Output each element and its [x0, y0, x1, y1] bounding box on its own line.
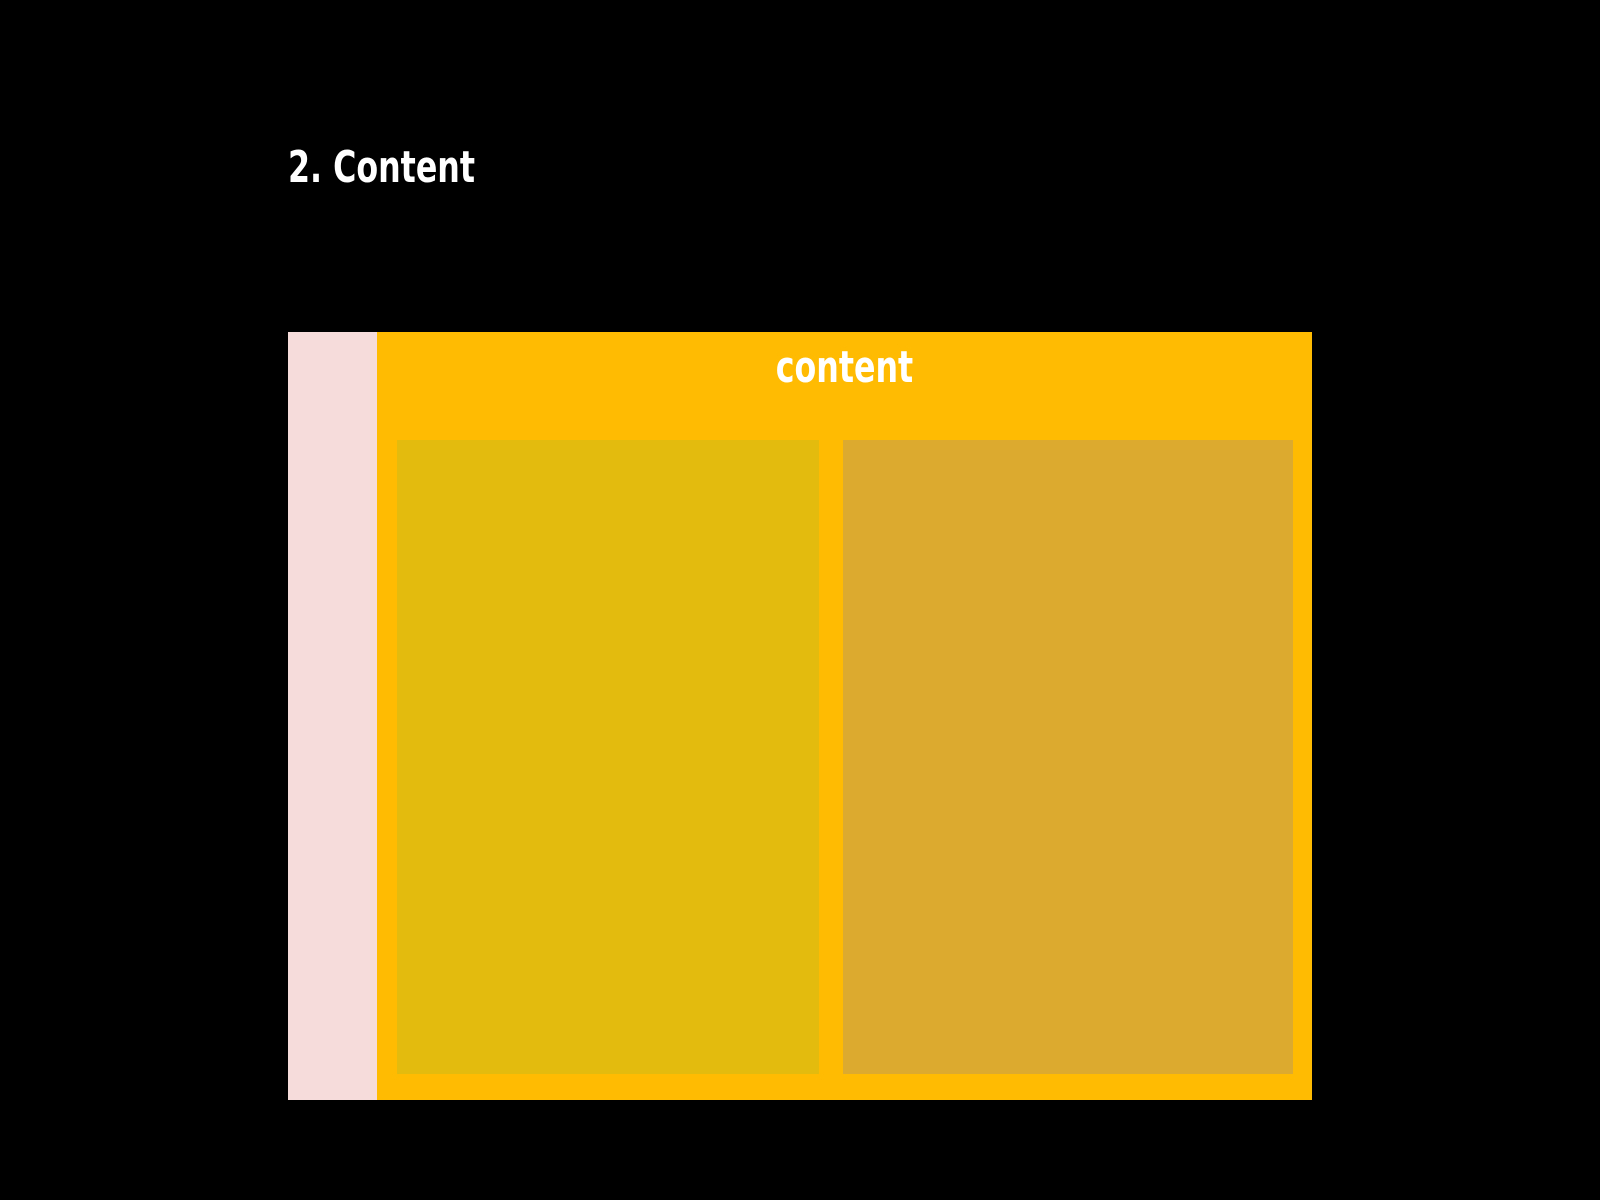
- content-panel-right: [843, 440, 1293, 1074]
- layout-diagram: content: [288, 332, 1312, 1100]
- content-label-text: content: [775, 342, 914, 393]
- sidebar-block: [288, 332, 377, 1100]
- content-panel-left: [397, 440, 819, 1074]
- content-block: content: [377, 332, 1312, 1100]
- slide-title: 2. Content: [288, 142, 476, 193]
- content-label: content: [377, 338, 1312, 398]
